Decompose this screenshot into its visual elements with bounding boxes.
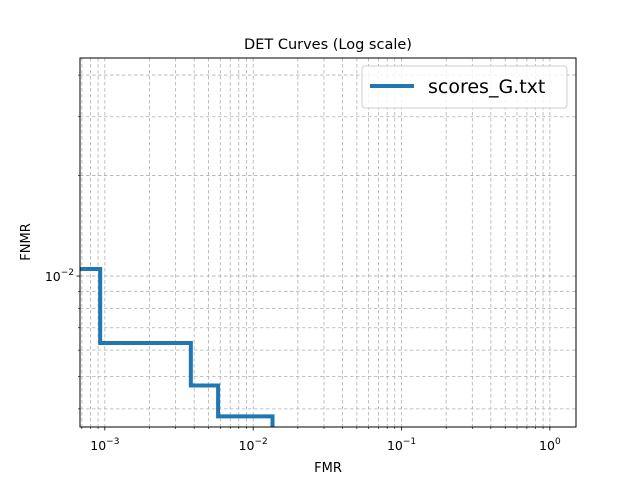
x-tick-label: 10−3 [90, 437, 119, 453]
x-axis-label: FMR [314, 461, 342, 476]
series-line-0 [80, 266, 275, 427]
legend-box [361, 65, 568, 109]
series-layer [80, 266, 275, 427]
y-axis-label: FNMR [19, 223, 34, 260]
grid [80, 58, 576, 427]
x-tick-label: 10−2 [239, 437, 268, 453]
x-tick-label: 10−1 [387, 437, 416, 453]
ticks: 10−3 10−2 10−1 100 10−2 [45, 74, 561, 453]
chart-title: DET Curves (Log scale) [244, 37, 412, 53]
plot-frame [79, 57, 577, 428]
legend-label: scores_G.txt [428, 76, 545, 98]
x-tick-label: 100 [539, 437, 561, 453]
legend: scores_G.txt [361, 65, 568, 109]
y-tick-label: 10−2 [45, 268, 74, 284]
